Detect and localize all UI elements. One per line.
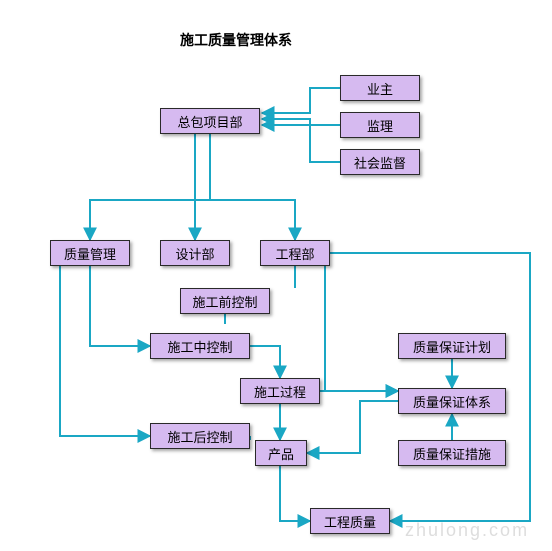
node-qameasure: 质量保证措施 [398,440,506,466]
diagram-canvas: 施工质量管理体系 业主监理社会监督总包项目部质量管理设计部工程部施工前控制施工中… [0,0,552,551]
edges-layer [0,0,552,551]
edge [330,253,530,266]
node-proc: 施工过程 [240,378,320,404]
node-qm: 质量管理 [50,240,130,266]
edge [262,88,340,113]
node-midctrl: 施工中控制 [150,333,250,359]
edge [90,134,210,240]
edge [280,466,310,521]
node-product: 产品 [255,440,307,466]
edge [325,266,398,391]
edge [210,134,295,240]
node-engq: 工程质量 [310,508,390,534]
node-design: 设计部 [160,240,230,266]
node-qaplan: 质量保证计划 [398,333,506,359]
node-qasys: 质量保证体系 [398,388,506,414]
edge [90,266,150,346]
node-owner: 业主 [340,75,420,101]
node-gc: 总包项目部 [160,108,260,134]
node-postctrl: 施工后控制 [150,423,250,449]
edge [307,401,398,453]
edge [250,346,280,378]
node-prectrl: 施工前控制 [180,288,270,314]
node-eng: 工程部 [260,240,330,266]
edge [262,125,340,162]
node-social: 社会监督 [340,149,420,175]
node-supervise: 监理 [340,112,420,138]
edge [60,266,150,436]
